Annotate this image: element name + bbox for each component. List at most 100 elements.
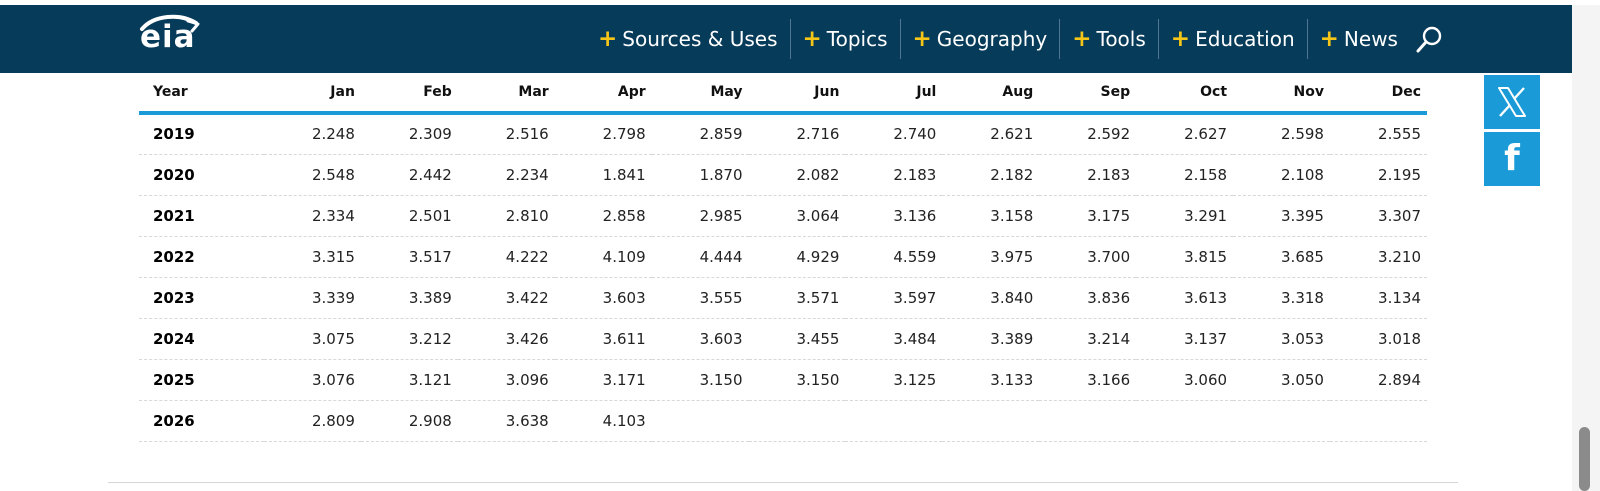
share-x-button[interactable] — [1484, 75, 1540, 129]
column-header-dec: Dec — [1329, 73, 1427, 115]
table-cell: 2.894 — [1329, 359, 1427, 401]
nav-label: Geography — [936, 27, 1048, 51]
table-cell — [1233, 400, 1330, 442]
table-cell: 3.125 — [845, 359, 943, 401]
table-cell: 3.613 — [1136, 277, 1234, 319]
table-cell: 2.309 — [360, 113, 458, 155]
table-cell: 3.389 — [360, 277, 458, 319]
table-cell: 2.858 — [554, 195, 652, 237]
scrollbar-thumb[interactable] — [1579, 427, 1590, 491]
plus-icon: + — [802, 25, 822, 52]
table-cell: 3.150 — [651, 359, 749, 401]
table-cell: 2.908 — [360, 400, 458, 442]
table-header-row: Year Jan Feb Mar Apr May Jun Jul Aug Sep Oct Nov Dec — [139, 73, 1427, 115]
table-row: 2019 2.248 2.309 2.516 2.798 2.859 2.716 2.740 2… — [139, 113, 1427, 155]
nav-news[interactable]: + News — [1308, 19, 1410, 59]
table-cell: 3.307 — [1329, 195, 1427, 237]
column-header-may: May — [651, 73, 749, 115]
nav-geography[interactable]: + Geography — [901, 19, 1061, 59]
top-strip — [0, 0, 1600, 5]
table-cell: 3.175 — [1039, 195, 1137, 237]
table-cell: 2.234 — [457, 154, 555, 196]
table-cell — [651, 400, 749, 442]
table-cell: 3.060 — [1136, 359, 1234, 401]
table-cell: 3.395 — [1233, 195, 1330, 237]
table-row: 2023 3.339 3.389 3.422 3.603 3.555 3.571 3.597 3… — [139, 277, 1427, 319]
nav-label: Sources & Uses — [622, 27, 778, 51]
table-cell: 2.182 — [942, 154, 1040, 196]
table-cell: 2.592 — [1039, 113, 1137, 155]
row-year: 2019 — [139, 113, 264, 155]
nav-sources-uses[interactable]: + Sources & Uses — [586, 19, 791, 59]
table-row: 2021 2.334 2.501 2.810 2.858 2.985 3.064 3.136 3… — [139, 195, 1427, 237]
column-header-oct: Oct — [1136, 73, 1234, 115]
scrollbar-track[interactable] — [1572, 5, 1600, 491]
table-cell — [1039, 400, 1137, 442]
table-cell — [1329, 400, 1427, 442]
row-year: 2023 — [139, 277, 264, 319]
table-cell: 2.248 — [264, 113, 361, 155]
column-header-feb: Feb — [360, 73, 458, 115]
table-cell: 3.815 — [1136, 236, 1234, 278]
table-cell: 1.870 — [651, 154, 749, 196]
plus-icon: + — [1319, 25, 1339, 52]
column-header-apr: Apr — [554, 73, 652, 115]
table-cell: 3.096 — [457, 359, 555, 401]
table-cell: 3.214 — [1039, 318, 1137, 360]
row-year: 2026 — [139, 400, 264, 442]
table-cell: 3.685 — [1233, 236, 1330, 278]
main-nav: + Sources & Uses + Topics + Geography + Tools + E… — [586, 5, 1410, 73]
table-cell: 3.166 — [1039, 359, 1137, 401]
row-year: 2024 — [139, 318, 264, 360]
nav-tools[interactable]: + Tools — [1060, 19, 1159, 59]
table-cell: 3.136 — [845, 195, 943, 237]
table-cell: 3.212 — [360, 318, 458, 360]
nav-education[interactable]: + Education — [1159, 19, 1308, 59]
table-cell: 3.484 — [845, 318, 943, 360]
table-cell: 3.064 — [748, 195, 846, 237]
table-cell: 3.389 — [942, 318, 1040, 360]
table-cell: 2.555 — [1329, 113, 1427, 155]
table-cell: 3.158 — [942, 195, 1040, 237]
table-cell: 3.134 — [1329, 277, 1427, 319]
table-cell: 3.975 — [942, 236, 1040, 278]
plus-icon: + — [912, 25, 932, 52]
column-header-nov: Nov — [1233, 73, 1330, 115]
column-header-sep: Sep — [1039, 73, 1137, 115]
table-cell: 3.121 — [360, 359, 458, 401]
table-cell: 3.426 — [457, 318, 555, 360]
logo-text: eia — [140, 19, 196, 55]
table-cell: 2.334 — [264, 195, 361, 237]
table-cell: 2.183 — [845, 154, 943, 196]
nav-topics[interactable]: + Topics — [791, 19, 901, 59]
table-cell: 2.195 — [1329, 154, 1427, 196]
table-cell: 3.150 — [748, 359, 846, 401]
search-button[interactable] — [1414, 25, 1444, 55]
table-body: 2019 2.248 2.309 2.516 2.798 2.859 2.716 2.740 2… — [139, 113, 1427, 442]
table-row: 2025 3.076 3.121 3.096 3.171 3.150 3.150 3.125 3… — [139, 359, 1427, 401]
table-cell: 2.442 — [360, 154, 458, 196]
table-cell: 3.840 — [942, 277, 1040, 319]
eia-logo[interactable]: eia — [136, 11, 206, 67]
table-cell: 3.018 — [1329, 318, 1427, 360]
column-header-jan: Jan — [264, 73, 361, 115]
share-facebook-button[interactable]: f — [1484, 132, 1540, 186]
table-cell: 2.859 — [651, 113, 749, 155]
table-cell: 3.517 — [360, 236, 458, 278]
table-cell: 3.210 — [1329, 236, 1427, 278]
table-cell: 3.638 — [457, 400, 555, 442]
table-cell: 2.548 — [264, 154, 361, 196]
table-cell: 3.137 — [1136, 318, 1234, 360]
column-header-year: Year — [139, 73, 264, 115]
table-cell: 3.555 — [651, 277, 749, 319]
table-cell: 3.603 — [651, 318, 749, 360]
table-cell: 2.985 — [651, 195, 749, 237]
table-cell: 3.291 — [1136, 195, 1234, 237]
table-cell: 1.841 — [554, 154, 652, 196]
table-cell: 4.444 — [651, 236, 749, 278]
table-cell: 3.603 — [554, 277, 652, 319]
table-cell: 4.103 — [554, 400, 652, 442]
price-table-container: Year Jan Feb Mar Apr May Jun Jul Aug Sep Oct Nov Dec… — [139, 73, 1427, 442]
plus-icon: + — [1170, 25, 1191, 52]
